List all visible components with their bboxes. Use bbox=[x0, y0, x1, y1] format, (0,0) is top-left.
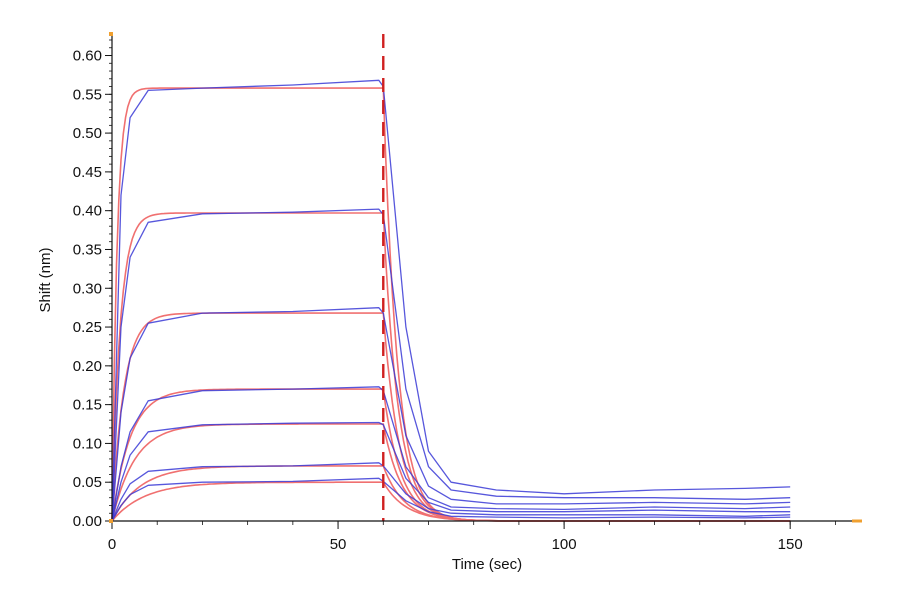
measured-curve-4 bbox=[111, 386, 791, 522]
y-tick-label: 0.35 bbox=[73, 241, 102, 258]
axes: 0.00 0.05 0.10 0.15 0.20 0.25 0.30 0.35 0.40 0.45… bbox=[73, 32, 862, 553]
measured-curve-2 bbox=[111, 208, 791, 522]
origin-mark bbox=[109, 519, 113, 523]
x-tick-label: 0 bbox=[108, 536, 116, 553]
y-tick-label: 0.00 bbox=[73, 513, 102, 530]
y-axis-end-mark bbox=[109, 32, 113, 36]
y-axis-title: Shift (nm) bbox=[37, 247, 54, 312]
measured-curve-7 bbox=[111, 477, 791, 522]
y-tick-label: 0.60 bbox=[73, 48, 102, 65]
y-tick-label: 0.45 bbox=[73, 164, 102, 181]
y-tick-label: 0.55 bbox=[73, 86, 102, 103]
fit-curve-4 bbox=[111, 388, 791, 522]
x-tick-label: 50 bbox=[330, 536, 347, 553]
y-tick-label: 0.40 bbox=[73, 203, 102, 220]
y-tick-label: 0.10 bbox=[73, 435, 102, 452]
x-tick-label: 150 bbox=[778, 536, 803, 553]
x-tick-label: 100 bbox=[552, 536, 577, 553]
measured-curve-1 bbox=[111, 79, 791, 522]
x-axis-end-mark bbox=[852, 519, 862, 523]
plot-lines bbox=[111, 34, 791, 522]
measured-curve-5 bbox=[111, 421, 791, 522]
y-tick-label: 0.05 bbox=[73, 474, 102, 491]
fit-curve-1 bbox=[111, 87, 791, 522]
x-axis-title: Time (sec) bbox=[452, 556, 522, 573]
y-tick-label: 0.30 bbox=[73, 280, 102, 297]
y-tick-label: 0.20 bbox=[73, 358, 102, 375]
y-tick-label: 0.25 bbox=[73, 319, 102, 336]
measured-curve-6 bbox=[111, 462, 791, 522]
measured-curve-3 bbox=[111, 307, 791, 522]
y-tick-label: 0.15 bbox=[73, 397, 102, 414]
fit-curve-2 bbox=[111, 212, 791, 522]
y-tick-label: 0.50 bbox=[73, 125, 102, 142]
